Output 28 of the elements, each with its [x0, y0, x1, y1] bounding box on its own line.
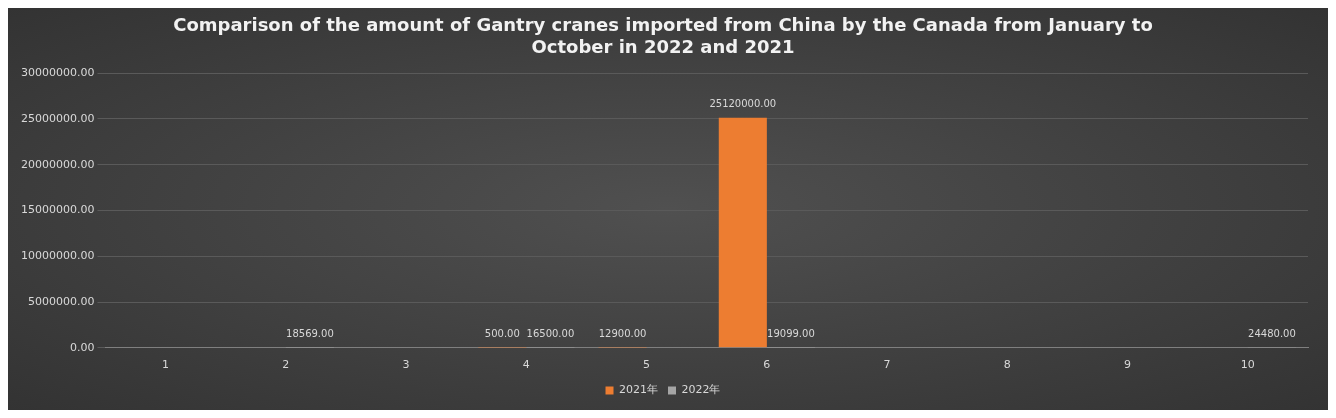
y-tick-label: 20000000.00 — [21, 157, 95, 171]
legend-label: 2021年 — [619, 383, 659, 397]
x-tick-label: 4 — [522, 358, 530, 372]
x-tick-label: 5 — [643, 358, 651, 372]
y-tick-label: 5000000.00 — [28, 294, 95, 308]
data-label: 24480.00 — [1248, 328, 1296, 340]
data-label: 18569.00 — [286, 328, 334, 340]
y-tick-label: 10000000.00 — [21, 249, 95, 263]
y-tick-label: 25000000.00 — [21, 111, 95, 125]
x-tick-label: 2 — [282, 358, 290, 372]
x-tick-label: 6 — [763, 358, 771, 372]
x-tick-label: 1 — [162, 358, 170, 372]
data-label: 16500.00 — [526, 328, 575, 340]
x-tick-label: 7 — [883, 358, 891, 372]
x-tick-label: 8 — [1003, 358, 1011, 372]
y-tick-label: 15000000.00 — [21, 203, 95, 217]
x-tick-label: 10 — [1240, 358, 1255, 372]
y-tick-label: 30000000.00 — [21, 66, 95, 80]
data-label: 500.00 — [484, 328, 520, 340]
data-label: 25120000.00 — [709, 98, 777, 110]
data-label: 19099.00 — [767, 328, 815, 340]
legend-label: 2022年 — [681, 383, 721, 397]
y-tick-label: 0.00 — [69, 340, 95, 354]
x-tick-label: 9 — [1124, 358, 1132, 372]
bar — [718, 117, 767, 348]
x-tick-label: 3 — [402, 358, 410, 372]
chart-title: Comparison of the amount of Gantry cranes imported from China by the Canada from January to October in 2022 and 2021 — [173, 14, 1153, 58]
data-label: 12900.00 — [598, 328, 647, 340]
